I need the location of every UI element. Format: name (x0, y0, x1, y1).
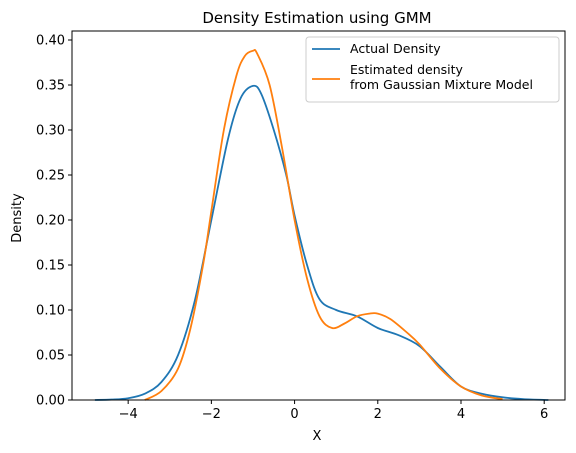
y-tick-label: 0.30 (36, 124, 65, 139)
series-line-0 (94, 84, 549, 401)
x-tick-label: 6 (540, 407, 548, 422)
legend-label-1: Estimated density from Gaussian Mixture M… (350, 62, 533, 92)
legend: Actual Density Estimated density from Gaus… (305, 36, 560, 103)
legend-label-0: Actual Density (350, 41, 441, 56)
y-tick-label: 0.10 (36, 304, 65, 319)
x-tick-label: 0 (290, 407, 298, 422)
x-axis-label: X (313, 429, 322, 444)
x-tick-label: −2 (202, 407, 221, 422)
y-tick-label: 0.00 (36, 394, 65, 409)
x-tick-label: −4 (119, 407, 138, 422)
x-axis-ticks: −4 −2 0 2 4 6 (119, 400, 548, 422)
y-tick-label: 0.35 (36, 79, 65, 94)
y-tick-label: 0.40 (36, 34, 65, 49)
series-line-1 (144, 48, 503, 401)
chart-title: Density Estimation using GMM (202, 9, 431, 27)
y-axis-ticks: 0.00 0.05 0.10 0.15 0.20 0.25 0.30 0.35 0.40 (36, 34, 72, 409)
plot-area (71, 30, 566, 401)
y-tick-label: 0.25 (36, 169, 65, 184)
y-axis-label: Density (10, 193, 25, 243)
y-tick-label: 0.05 (36, 349, 65, 364)
x-tick-label: 2 (374, 407, 382, 422)
y-tick-label: 0.15 (36, 259, 65, 274)
x-tick-label: 4 (457, 407, 465, 422)
legend-box (305, 36, 560, 103)
axes-frame (71, 30, 566, 401)
y-tick-label: 0.20 (36, 214, 65, 229)
